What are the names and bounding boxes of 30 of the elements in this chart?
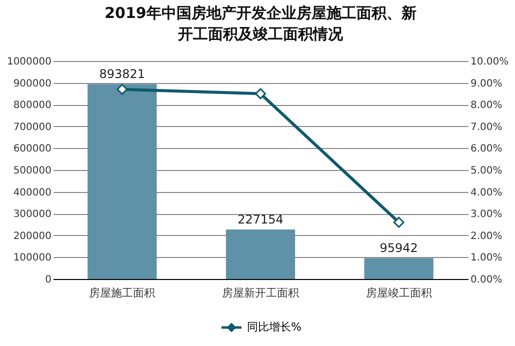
- y2-tick-label: 4.00%: [470, 187, 502, 198]
- y2-tick-label: 10.00%: [470, 56, 509, 68]
- chart-title: 2019年中国房地产开发企业房屋施工面积、新开工面积及竣工面积情况: [104, 4, 416, 43]
- y2-tick-label: 8.00%: [470, 100, 502, 112]
- y-tick-label: 0: [45, 274, 52, 286]
- y2-tick-label: 3.00%: [470, 209, 502, 220]
- y2-tick-label: 2.00%: [470, 230, 502, 242]
- x-tick-label: 房屋新开工面积: [222, 286, 299, 300]
- y-tick-label: 500000: [13, 166, 52, 176]
- y-tick-label: 600000: [13, 144, 52, 155]
- y-tick-label: 200000: [13, 230, 52, 242]
- y2-tick-label: 1.00%: [470, 252, 502, 264]
- y-tick-label: 300000: [13, 209, 52, 220]
- x-tick-label: 房屋施工面积: [89, 286, 156, 300]
- y-tick-label: 1000000: [6, 56, 52, 68]
- y-tick-label: 900000: [13, 78, 52, 90]
- y2-tick-label: 6.00%: [470, 144, 502, 155]
- data-label: 893821: [99, 67, 146, 82]
- data-label: 95942: [380, 241, 418, 256]
- y2-tick-label: 7.00%: [470, 122, 502, 133]
- y2-tick-label: 0.00%: [470, 274, 502, 286]
- y-tick-label: 400000: [13, 187, 52, 198]
- y2-tick-label: 9.00%: [470, 78, 502, 90]
- y-tick-label: 700000: [13, 122, 52, 133]
- x-tick-label: 房屋竣工面积: [366, 286, 432, 300]
- y2-tick-label: 5.00%: [470, 166, 502, 176]
- data-label: 227154: [238, 212, 284, 226]
- y-tick-label: 800000: [13, 100, 52, 112]
- y-tick-label: 100000: [13, 252, 52, 264]
- legend-label: 同比增长%: [247, 320, 302, 334]
